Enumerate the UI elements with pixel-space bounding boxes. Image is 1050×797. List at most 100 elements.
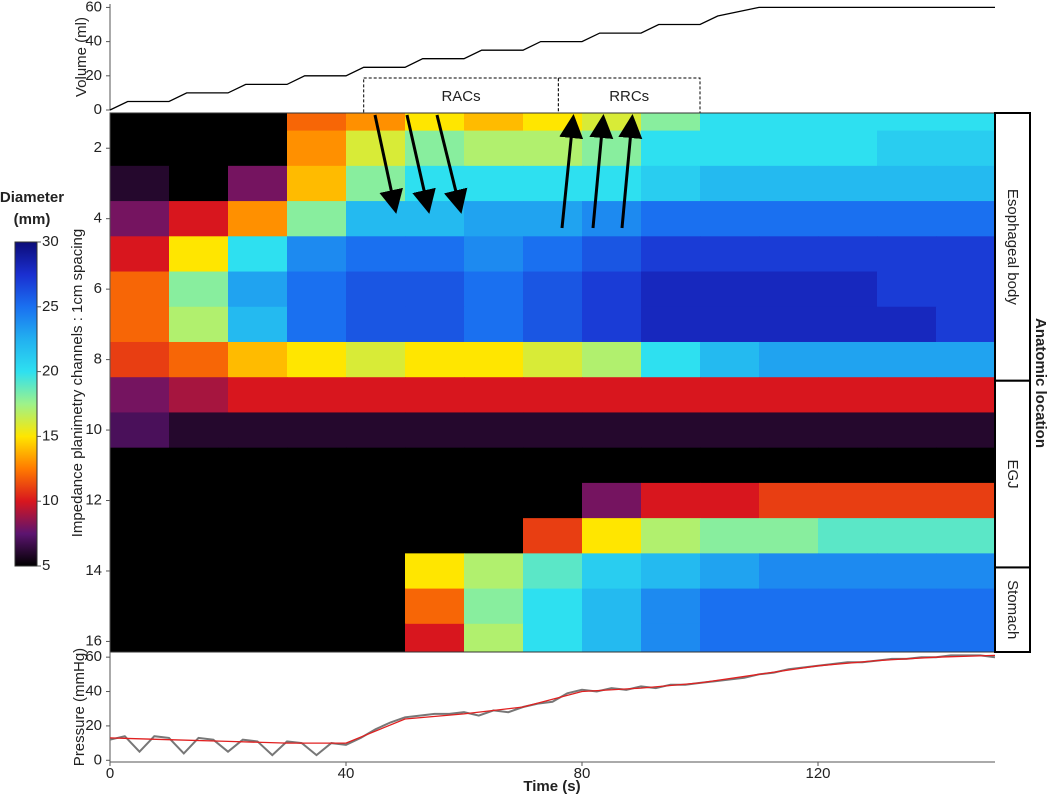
heat-cell bbox=[464, 412, 524, 449]
arrow bbox=[373, 114, 403, 214]
heat-cell bbox=[405, 518, 465, 554]
heat-cell bbox=[700, 623, 760, 652]
arrow bbox=[559, 114, 584, 229]
heat-cell bbox=[582, 623, 642, 652]
heat-cell bbox=[877, 341, 937, 378]
heat-cell bbox=[228, 412, 288, 449]
heat-cell bbox=[818, 271, 878, 308]
y-tick-label: 40 bbox=[85, 33, 102, 50]
heat-cell bbox=[641, 130, 701, 167]
heat-cell bbox=[405, 113, 465, 132]
heat-cell bbox=[169, 553, 229, 590]
heat-cell bbox=[523, 482, 583, 519]
heat-cell bbox=[759, 447, 819, 484]
region-box bbox=[994, 379, 1031, 569]
heat-cell bbox=[110, 623, 170, 652]
heat-cell bbox=[464, 482, 524, 519]
heat-cell bbox=[169, 130, 229, 167]
heat-cell bbox=[110, 130, 170, 167]
y-tick-label: 0 bbox=[94, 751, 102, 768]
heat-cell bbox=[110, 201, 170, 237]
heat-cell bbox=[582, 306, 642, 343]
heat-cell bbox=[700, 341, 760, 378]
heat-cell bbox=[287, 553, 347, 590]
heat-cell bbox=[464, 113, 524, 132]
series-line bbox=[109, 6, 995, 111]
heat-cell bbox=[936, 165, 995, 202]
heat-cell bbox=[169, 623, 229, 652]
heat-cell bbox=[759, 482, 819, 519]
y-tick-label: 40 bbox=[85, 683, 102, 700]
heat-cell bbox=[523, 306, 583, 343]
heat-cell bbox=[228, 553, 288, 590]
annotation-box bbox=[557, 77, 701, 114]
heat-cell bbox=[287, 113, 347, 132]
y-axis-label: Volume (ml) bbox=[73, 17, 90, 97]
heat-cell bbox=[818, 236, 878, 273]
heat-cell bbox=[110, 306, 170, 343]
heat-cell bbox=[464, 588, 524, 625]
heat-cell bbox=[464, 377, 524, 413]
heat-cell bbox=[464, 518, 524, 554]
heat-cell bbox=[641, 588, 701, 625]
heat-cell bbox=[641, 236, 701, 273]
heat-cell bbox=[346, 377, 406, 413]
heat-cell bbox=[700, 588, 760, 625]
heat-cell bbox=[818, 201, 878, 237]
y-tick-label: 4 bbox=[94, 210, 102, 227]
heat-cell bbox=[759, 341, 819, 378]
arrow bbox=[435, 114, 468, 214]
heat-cell bbox=[464, 447, 524, 484]
heat-cell bbox=[582, 271, 642, 308]
heat-cell bbox=[110, 271, 170, 308]
region-box bbox=[994, 112, 1031, 382]
colorbar-tick-label: 15 bbox=[42, 427, 59, 444]
heat-cell bbox=[818, 482, 878, 519]
heat-cell bbox=[405, 482, 465, 519]
colorbar-tick-label: 30 bbox=[42, 233, 59, 250]
heat-cell bbox=[228, 588, 288, 625]
y-tick-label: 60 bbox=[85, 648, 102, 665]
heat-cell bbox=[818, 623, 878, 652]
heat-cell bbox=[818, 447, 878, 484]
heat-cell bbox=[110, 377, 170, 413]
heat-cell bbox=[464, 306, 524, 343]
heat-cell bbox=[228, 165, 288, 202]
regions-title: Anatomic location bbox=[1032, 318, 1049, 448]
heat-cell bbox=[582, 341, 642, 378]
heat-cell bbox=[287, 482, 347, 519]
series-line bbox=[109, 654, 996, 757]
heat-cell bbox=[464, 341, 524, 378]
heat-cell bbox=[818, 113, 878, 132]
heat-cell bbox=[877, 482, 937, 519]
heat-cell bbox=[169, 518, 229, 554]
heat-cell bbox=[582, 518, 642, 554]
heat-cell bbox=[110, 113, 170, 132]
heat-cell bbox=[523, 447, 583, 484]
heat-cell bbox=[936, 482, 995, 519]
heat-cell bbox=[582, 553, 642, 590]
heat-cell bbox=[523, 341, 583, 378]
colorbar-tick-label: 25 bbox=[42, 298, 59, 315]
heat-cell bbox=[287, 412, 347, 449]
heat-cell bbox=[228, 271, 288, 308]
heat-cell bbox=[818, 553, 878, 590]
heat-cell bbox=[877, 623, 937, 652]
heat-cell bbox=[228, 130, 288, 167]
heat-cell bbox=[759, 130, 819, 167]
heat-cell bbox=[759, 377, 819, 413]
y-tick-label: 16 bbox=[85, 632, 102, 649]
heat-cell bbox=[464, 130, 524, 167]
annotation-label: RRCs bbox=[609, 88, 649, 105]
heat-cell bbox=[464, 553, 524, 590]
heat-cell bbox=[169, 377, 229, 413]
heat-cell bbox=[582, 482, 642, 519]
heat-cell bbox=[287, 236, 347, 273]
heat-cell bbox=[818, 306, 878, 343]
heat-cell bbox=[759, 306, 819, 343]
heat-cell bbox=[700, 306, 760, 343]
heat-cell bbox=[582, 201, 642, 237]
heat-cell bbox=[582, 447, 642, 484]
heat-cell bbox=[523, 165, 583, 202]
arrow bbox=[589, 114, 614, 229]
